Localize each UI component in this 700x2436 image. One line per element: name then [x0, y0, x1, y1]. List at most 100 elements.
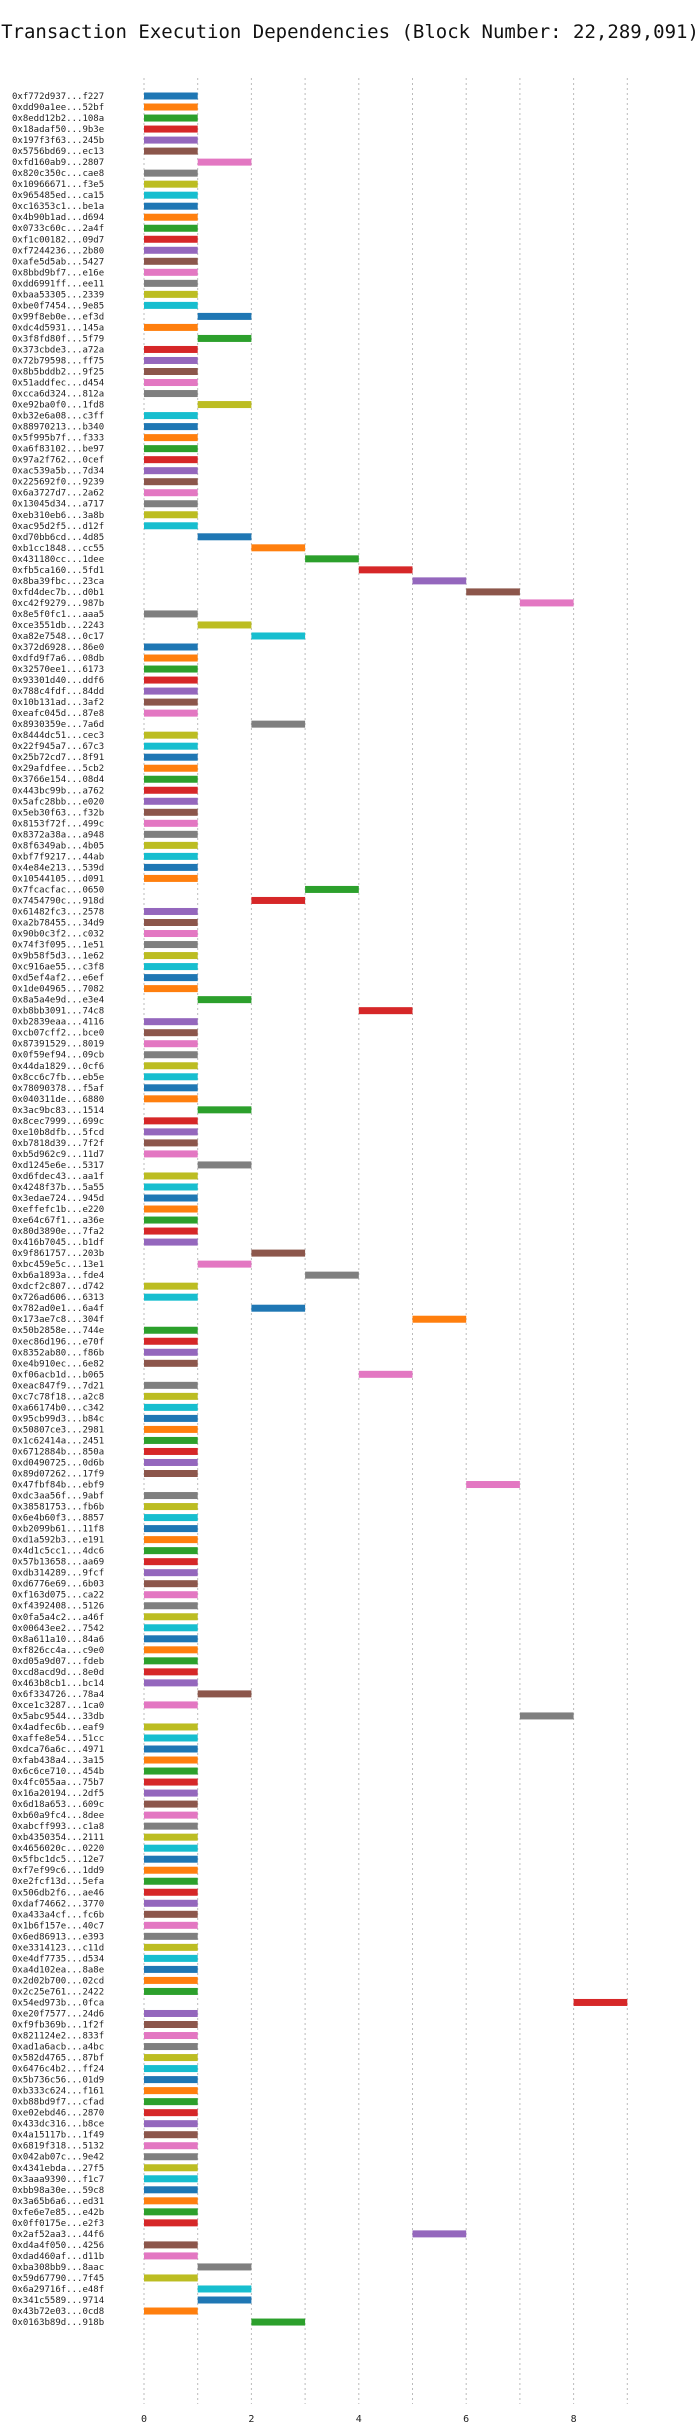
y-tick-label: 0x0f59ef94...09cb: [12, 1051, 104, 1061]
y-tick-label: 0xe4b910ec...6e82: [12, 1359, 104, 1369]
y-tick-label: 0xc16353c1...be1a: [12, 202, 104, 212]
y-tick-label: 0xcd8acd9d...8e0d: [12, 1668, 104, 1678]
dependency-bar: [144, 2219, 198, 2227]
dependency-bar: [144, 290, 198, 298]
y-tick-label: 0xdc3aa56f...9abf: [12, 1492, 104, 1502]
y-tick-label: 0x16a20194...2df5: [12, 1789, 104, 1799]
dependency-bar: [144, 775, 198, 783]
dependency-bar: [144, 753, 198, 761]
dependency-bar: [144, 1238, 198, 1246]
dependency-bar: [144, 2164, 198, 2172]
y-tick-label: 0xb60a9fc4...8dee: [12, 1811, 104, 1821]
dependency-bar: [144, 136, 198, 144]
y-tick-label: 0x97a2f762...0cef: [12, 456, 104, 466]
dependency-bar: [144, 919, 198, 926]
y-tick-label: 0x820c350c...cae8: [12, 169, 104, 179]
dependency-bar: [144, 1657, 198, 1665]
dependency-bar: [144, 1668, 198, 1676]
y-tick-label: 0x3a65b6a6...ed31: [12, 2197, 104, 2207]
y-tick-label: 0xeafc045d...87e8: [12, 709, 104, 719]
dependency-bar: [144, 1921, 198, 1929]
y-tick-label: 0xc7c78f18...a2c8: [12, 1392, 104, 1402]
dependency-bar: [144, 676, 198, 684]
y-tick-label: 0x6a3727d7...2a62: [12, 489, 104, 499]
dependency-bar: [144, 2087, 198, 2095]
y-tick-label: 0xd1245e6e...5317: [12, 1161, 104, 1171]
dependency-bar: [144, 2131, 198, 2139]
y-tick-label: 0x4341ebda...27f5: [12, 2164, 104, 2174]
y-tick-label: 0x95cb99d3...b84c: [12, 1414, 104, 1424]
y-tick-label: 0xd6fdec43...aa1f: [12, 1172, 104, 1182]
y-tick-label: 0xd0490725...0d6b: [12, 1458, 104, 1468]
y-tick-label: 0x4adfec6b...eaf9: [12, 1723, 104, 1733]
dependency-bar: [144, 323, 198, 331]
dependency-bar: [144, 2241, 198, 2249]
y-tick-label: 0xfd4dec7b...d0b1: [12, 588, 104, 598]
y-tick-label: 0xfd160ab9...2807: [12, 158, 104, 168]
y-tick-label: 0xdad460af...d11b: [12, 2252, 104, 2262]
y-tick-label: 0x89d07262...17f9: [12, 1470, 104, 1480]
dependency-bar: [144, 246, 198, 254]
y-tick-label: 0x506db2f6...ae46: [12, 1888, 104, 1898]
dependency-bar: [144, 356, 198, 364]
y-tick-label: 0xf7244236...2b80: [12, 246, 104, 256]
y-tick-label: 0xa4d102ea...8a8e: [12, 1965, 104, 1975]
dependency-bar: [144, 742, 198, 750]
dependency-bar: [144, 1591, 198, 1599]
dependency-bar: [144, 467, 198, 475]
dependency-bar: [144, 445, 198, 453]
dependency-bar: [144, 268, 198, 276]
dependency-bar: [144, 180, 198, 188]
dependency-bar: [144, 434, 198, 442]
y-tick-label: 0xe20f7577...24d6: [12, 2009, 104, 2019]
y-tick-label: 0x8ba39fbc...23ca: [12, 577, 104, 587]
y-tick-label: 0x5fbc1dc5...12e7: [12, 1855, 104, 1865]
dependency-bar: [144, 1624, 198, 1632]
dependency-bar: [144, 1514, 198, 1522]
y-tick-label: 0xb2099b61...11f8: [12, 1525, 104, 1535]
dependency-bar: [144, 1084, 198, 1092]
dependency-bar: [144, 478, 198, 486]
y-tick-label: 0x225692f0...9239: [12, 478, 104, 488]
y-tick-label: 0x1c62414a...2451: [12, 1436, 104, 1446]
dependency-bar: [144, 643, 198, 651]
dependency-bar: [197, 2263, 252, 2271]
y-tick-label: 0x6476c4b2...ff24: [12, 2065, 104, 2075]
y-tick-label: 0x88970213...b340: [12, 423, 104, 433]
dependency-bar: [144, 301, 198, 309]
y-tick-label: 0xdd6991ff...ee11: [12, 279, 104, 289]
dependency-bar: [144, 665, 198, 673]
dependency-bar: [144, 279, 198, 287]
dependency-bar: [412, 577, 467, 585]
x-tick-label: 2: [248, 2414, 254, 2425]
dependency-bar: [144, 511, 198, 519]
dependency-bar: [466, 588, 520, 596]
dependency-bar: [144, 797, 198, 805]
dependency-bar: [144, 830, 198, 838]
y-tick-label: 0x4248f37b...5a55: [12, 1183, 104, 1193]
y-tick-label: 0x8a5a4e9d...e3e4: [12, 996, 104, 1006]
dependency-bar: [144, 2307, 198, 2315]
dependency-bar: [144, 1392, 198, 1400]
dependency-bar: [144, 1282, 198, 1290]
y-tick-label: 0x3766e154...08d4: [12, 775, 104, 785]
y-tick-label: 0x54ed973b...0fca: [12, 1998, 104, 2008]
y-tick-label: 0x90b0c3f2...c032: [12, 930, 104, 940]
y-tick-label: 0x57b13658...aa69: [12, 1558, 104, 1568]
y-tick-label: 0xe2fcf13d...5efa: [12, 1877, 104, 1887]
dependency-bar: [144, 1425, 198, 1433]
dependency-bar: [144, 1844, 198, 1852]
dependency-bar: [144, 930, 198, 938]
y-tick-label: 0x80d3890e...7fa2: [12, 1227, 104, 1237]
y-tick-label: 0xf06acb1d...b065: [12, 1370, 104, 1380]
y-tick-label: 0x173ae7c8...304f: [12, 1315, 104, 1325]
y-tick-label: 0x61482fc3...2578: [12, 907, 104, 917]
y-tick-label: 0xe10b8dfb...5fcd: [12, 1128, 104, 1138]
dependency-bar: [144, 224, 198, 232]
dependency-bar: [144, 786, 198, 794]
y-tick-label: 0x6d18a653...609c: [12, 1800, 104, 1810]
dependency-bar: [144, 500, 198, 508]
y-tick-label: 0xe4df7735...d534: [12, 1954, 104, 1964]
y-tick-label: 0xbaa53305...2339: [12, 290, 104, 300]
dependency-bar: [144, 257, 198, 265]
